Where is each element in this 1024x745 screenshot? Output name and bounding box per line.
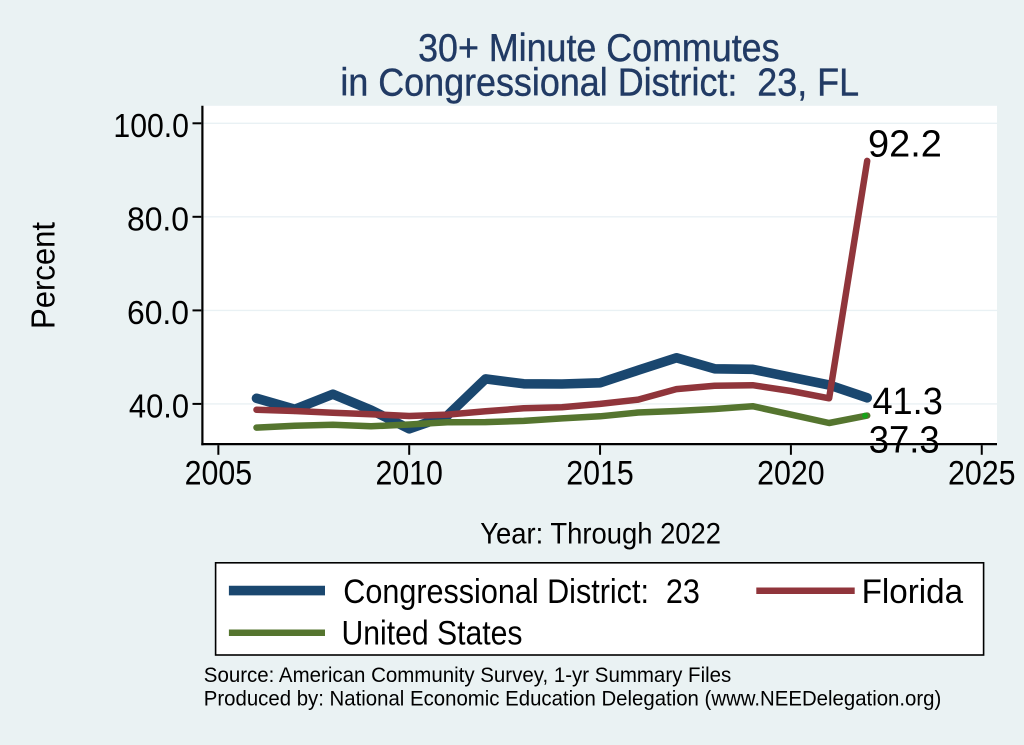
svg-text:80.0: 80.0 xyxy=(127,200,189,237)
svg-text:Produced by: National Economic: Produced by: National Economic Education… xyxy=(204,687,942,711)
svg-text:Florida: Florida xyxy=(862,573,964,611)
svg-text:Percent: Percent xyxy=(25,222,62,329)
svg-text:Year: Through 2022: Year: Through 2022 xyxy=(480,518,721,551)
svg-text:40.0: 40.0 xyxy=(129,388,189,425)
svg-text:2020: 2020 xyxy=(757,454,825,492)
svg-text:in Congressional District: 23: in Congressional District: 23, FL xyxy=(340,62,859,105)
svg-text:2025: 2025 xyxy=(948,454,1016,492)
svg-text:Source: American Community Sur: Source: American Community Survey, 1-yr … xyxy=(204,663,732,687)
svg-text:United States: United States xyxy=(342,615,523,653)
svg-text:92.2: 92.2 xyxy=(868,123,942,165)
svg-text:60.0: 60.0 xyxy=(127,294,189,331)
svg-text:Congressional District: 23: Congressional District: 23 xyxy=(343,573,700,611)
svg-text:2010: 2010 xyxy=(375,454,443,492)
svg-text:100.0: 100.0 xyxy=(113,107,189,144)
svg-text:37.3: 37.3 xyxy=(869,420,940,462)
svg-text:41.3: 41.3 xyxy=(872,381,942,423)
svg-text:2015: 2015 xyxy=(566,454,634,492)
svg-text:2005: 2005 xyxy=(185,454,253,492)
svg-text:30+ Minute Commutes: 30+ Minute Commutes xyxy=(418,27,779,70)
